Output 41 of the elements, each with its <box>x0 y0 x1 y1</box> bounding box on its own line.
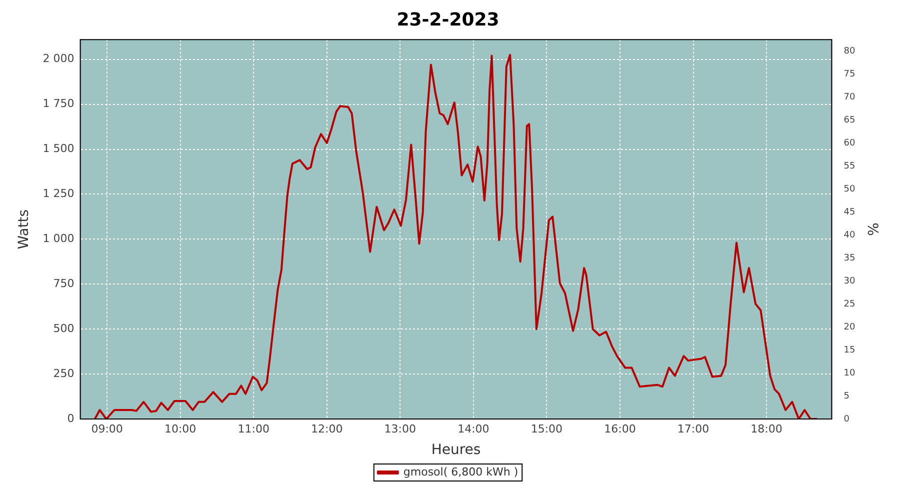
y-tick-label: 250 <box>53 366 74 380</box>
y-axis-title: Watts <box>16 209 32 250</box>
y2-tick-label: 15 <box>844 345 856 356</box>
y2-tick-label: 0 <box>844 414 850 424</box>
x-tick-label: 11:00 <box>238 422 270 436</box>
y-tick-label: 1 750 <box>42 97 74 110</box>
y2-tick-label: 55 <box>844 161 856 172</box>
x-tick-label: 17:00 <box>677 422 710 436</box>
y2-tick-label: 25 <box>844 299 856 310</box>
x-tick-label: 13:00 <box>384 422 416 436</box>
x-tick-label: 16:00 <box>604 422 636 436</box>
y2-tick-label: 35 <box>844 253 856 264</box>
y2-tick-label: 80 <box>844 46 856 56</box>
y-tick-label: 1 250 <box>42 187 74 200</box>
y2-tick-label: 65 <box>844 115 856 126</box>
chart-title: 23-2-2023 <box>396 9 500 30</box>
y-tick-label: 2 000 <box>42 52 74 66</box>
y2-tick-label: 70 <box>844 92 856 102</box>
y2-tick-label: 10 <box>844 368 856 378</box>
y-tick-label: 500 <box>53 322 74 335</box>
x-tick-label: 12:00 <box>311 422 343 436</box>
y2-tick-label: 75 <box>844 69 856 80</box>
y2-axis-title: % <box>864 222 880 236</box>
y2-tick-label: 60 <box>844 138 856 148</box>
y2-tick-label: 40 <box>844 230 856 240</box>
y2-tick-label: 30 <box>844 276 856 286</box>
x-tick-label: 10:00 <box>164 422 196 436</box>
x-tick-label: 14:00 <box>458 422 490 436</box>
legend-label: gmosol( 6,800 kWh ) <box>403 465 518 478</box>
y-tick-label: 1 000 <box>42 232 74 246</box>
y2-tick-label: 5 <box>844 391 850 402</box>
x-tick-label: 18:00 <box>750 422 782 436</box>
y-tick-label: 0 <box>67 412 74 425</box>
x-tick-label: 09:00 <box>91 422 123 436</box>
y2-tick-label: 20 <box>844 322 856 332</box>
x-axis-title: Heures <box>431 442 481 458</box>
y-tick-label: 750 <box>53 277 74 290</box>
y-tick-label: 1 500 <box>42 142 74 156</box>
y2-tick-label: 45 <box>844 207 856 218</box>
y2-tick-label: 50 <box>844 184 856 194</box>
x-tick-label: 15:00 <box>530 422 563 436</box>
